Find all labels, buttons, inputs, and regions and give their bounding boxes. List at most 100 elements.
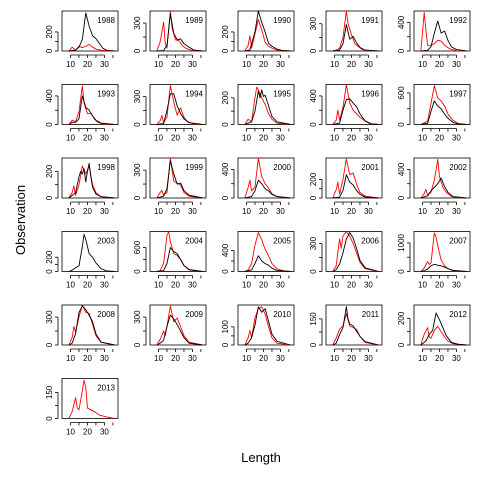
panel-2004: 10 20 30 0 600 2004: [133, 231, 207, 290]
x-tick-label: 20: [435, 134, 444, 143]
x-tick-label: 10: [154, 60, 163, 69]
y-tick-label: 0: [221, 48, 230, 53]
x-tick-label: 30: [100, 134, 109, 143]
panel-box: [325, 84, 383, 125]
series-line-black: [332, 174, 379, 199]
year-label: 2004: [185, 237, 203, 246]
year-label: 2011: [362, 310, 380, 319]
y-tick-label: 200: [221, 25, 230, 39]
y-tick-label: 0: [397, 342, 406, 347]
x-tick-label: 30: [188, 354, 197, 363]
series-line-black: [244, 179, 291, 199]
year-label: 2003: [97, 237, 115, 246]
y-tick-label: 200: [45, 250, 54, 264]
panel-box: [237, 231, 295, 272]
x-tick-label: 30: [276, 134, 285, 143]
x-tick-label: 30: [188, 60, 197, 69]
x-tick-label: 10: [154, 354, 163, 363]
series-line-black: [420, 263, 467, 272]
series-line-black: [68, 95, 115, 125]
x-tick-label: 30: [364, 281, 373, 290]
y-tick-label: 400: [221, 162, 230, 176]
year-label: 1993: [97, 90, 115, 99]
y-tick-label: 200: [397, 311, 406, 325]
y-tick-label: 300: [45, 310, 54, 324]
x-tick-label: 10: [154, 281, 163, 290]
y-tick-label: 0: [309, 195, 318, 200]
panel-2010: 10 20 30 0 100 2010: [221, 304, 295, 363]
y-tick-label: 200: [221, 91, 230, 105]
y-tick-label: 0: [45, 342, 54, 347]
y-tick-label: 0: [45, 416, 54, 421]
x-tick-label: 10: [418, 134, 427, 143]
series-line-red: [244, 19, 291, 52]
panel-2013: 10 20 30 0 150 2013: [45, 378, 119, 437]
series-line-red: [68, 43, 115, 52]
panel-box: [325, 304, 383, 346]
y-tick-label: 0: [45, 269, 54, 274]
series-line-red: [244, 232, 291, 272]
series-line-red: [68, 304, 115, 346]
panel-box: [237, 84, 295, 125]
y-tick-label: 0: [309, 269, 318, 274]
series-line-red: [68, 85, 115, 125]
x-tick-label: 30: [188, 134, 197, 143]
series-line-black: [420, 177, 467, 199]
panel-1988: 10 20 30 0 200 1988: [45, 10, 119, 69]
panel-2012: 10 20 30 0 200 2012: [397, 304, 471, 363]
x-tick-label: 10: [330, 354, 339, 363]
panel-1997: 10 20 30 0 600 1997: [397, 84, 471, 143]
panel-box: [413, 84, 471, 125]
panel-2002: 10 20 30 0 400 2002: [397, 157, 471, 216]
series-line-black: [156, 13, 203, 52]
panel-box: [61, 378, 119, 419]
x-tick-label: 20: [347, 354, 356, 363]
x-tick-label: 10: [242, 354, 251, 363]
x-tick-label: 20: [171, 354, 180, 363]
series-line-black: [332, 98, 379, 125]
y-tick-label: 200: [309, 172, 318, 186]
series-line-black: [244, 306, 291, 346]
series-line-red: [332, 158, 379, 199]
y-tick-label: 600: [133, 240, 142, 254]
y-tick-label: 300: [133, 163, 142, 177]
panel-1995: 10 20 30 0 200 1995: [221, 84, 295, 143]
x-tick-label: 20: [347, 60, 356, 69]
x-tick-label: 10: [242, 281, 251, 290]
x-tick-label: 20: [435, 354, 444, 363]
year-label: 1996: [361, 90, 379, 99]
year-label: 1991: [361, 16, 379, 25]
y-tick-label: 300: [133, 310, 142, 324]
x-tick-label: 30: [100, 207, 109, 216]
series-line-red: [156, 157, 203, 199]
year-label: 1989: [185, 16, 203, 25]
y-tick-label: 400: [45, 89, 54, 103]
panel-2003: 10 20 30 0 200 2003: [45, 231, 119, 290]
year-label: 2006: [361, 237, 379, 246]
series-line-red: [420, 325, 467, 346]
x-tick-label: 30: [364, 134, 373, 143]
year-label: 1998: [97, 163, 115, 172]
x-tick-label: 20: [259, 60, 268, 69]
series-line-black: [68, 233, 115, 272]
x-tick-label: 10: [242, 134, 251, 143]
x-tick-label: 20: [347, 281, 356, 290]
x-tick-label: 30: [188, 281, 197, 290]
y-tick-label: 150: [309, 312, 318, 326]
y-tick-label: 0: [133, 269, 142, 274]
x-tick-label: 30: [276, 60, 285, 69]
x-tick-label: 10: [66, 207, 75, 216]
series-line-black: [244, 89, 291, 125]
x-tick-label: 10: [154, 134, 163, 143]
year-label: 1997: [449, 90, 467, 99]
x-tick-label: 30: [100, 428, 109, 437]
series-line-red: [332, 231, 379, 272]
x-tick-label: 20: [83, 428, 92, 437]
series-line-red: [420, 85, 467, 125]
series-line-red: [244, 306, 291, 346]
panel-box: [325, 231, 383, 272]
